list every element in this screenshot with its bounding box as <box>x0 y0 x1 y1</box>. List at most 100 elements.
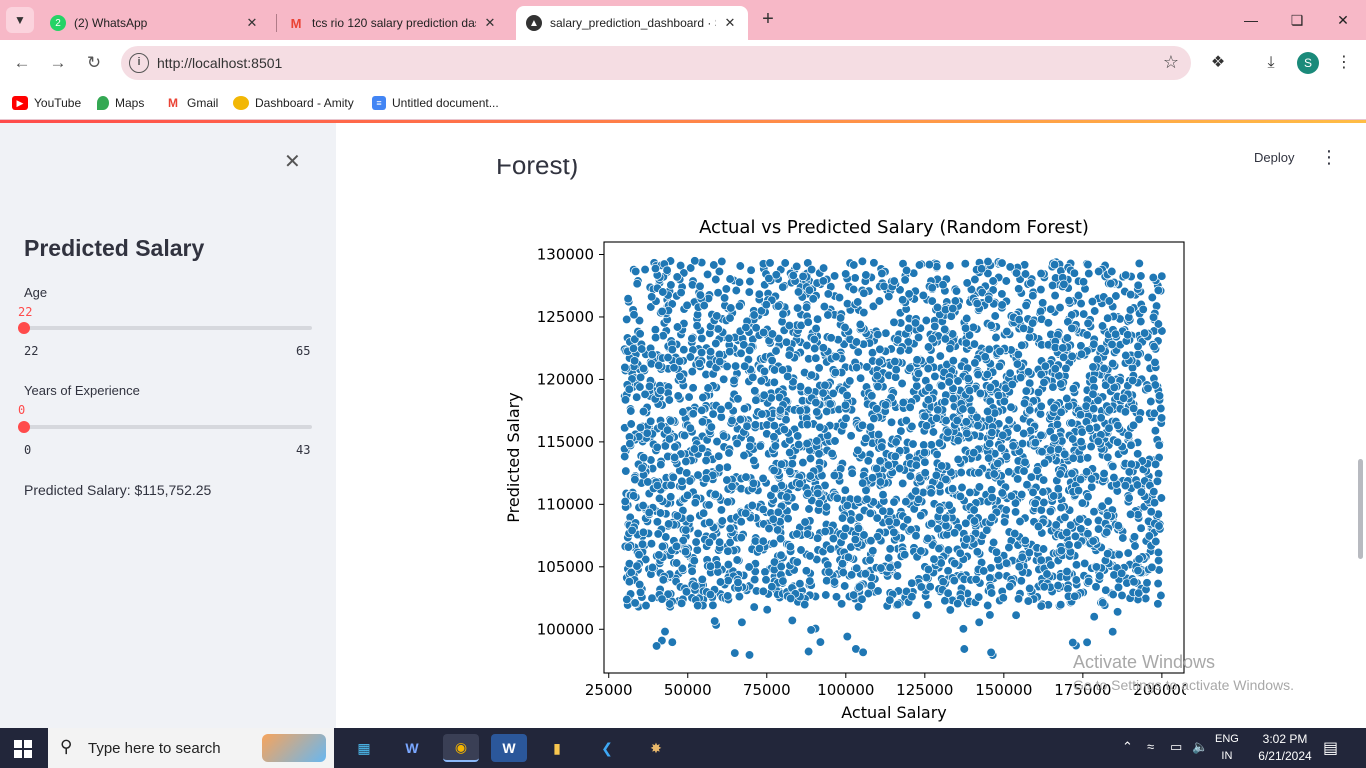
minimize-button[interactable]: — <box>1236 8 1266 32</box>
scatter-point <box>688 409 698 419</box>
tab-streamlit[interactable]: ▲ salary_prediction_dashboard · S ✕ <box>516 6 748 40</box>
scatter-point <box>925 582 935 592</box>
main-menu-icon[interactable]: ⋮ <box>1320 147 1338 167</box>
microsoft-store-icon[interactable]: ▦ <box>357 739 371 756</box>
back-button[interactable]: ← <box>8 49 36 77</box>
scatter-point <box>1113 420 1123 431</box>
paint-icon[interactable]: ✸ <box>650 739 662 756</box>
tab-gmail[interactable]: M tcs rio 120 salary prediction das ✕ <box>278 6 508 40</box>
scrollbar[interactable] <box>1358 459 1363 559</box>
tab-whatsapp[interactable]: 2 (2) WhatsApp ✕ <box>40 6 270 40</box>
clock[interactable]: 3:02 PM 6/21/2024 <box>1250 731 1320 765</box>
bookmark-gmail[interactable]: M Gmail <box>165 93 218 113</box>
scatter-point <box>1036 401 1046 411</box>
scatter-point <box>787 459 797 469</box>
scatter-point <box>716 412 726 422</box>
scatter-point <box>1091 562 1102 572</box>
scatter-point <box>769 557 780 567</box>
scatter-point <box>1148 272 1158 283</box>
bookmark-youtube[interactable]: ▶ YouTube <box>12 93 81 113</box>
age-slider-track[interactable] <box>24 326 312 330</box>
bookmark-untitled-document[interactable]: ≡ Untitled document... <box>372 93 499 113</box>
address-bar[interactable]: i http://localhost:8501 ☆ <box>121 46 1191 80</box>
sidebar-close-icon[interactable]: ✕ <box>284 151 301 173</box>
bookmark-dashboard-amity[interactable]: Dashboard - Amity <box>233 93 354 113</box>
scatter-point <box>1091 582 1101 592</box>
y-axis-label: Predicted Salary <box>504 392 523 522</box>
downloads-button[interactable]: ⤓ <box>1258 50 1284 76</box>
scatter-point <box>896 426 906 436</box>
scatter-point <box>802 419 813 430</box>
battery-icon[interactable]: ▭ <box>1170 739 1183 754</box>
scatter-point <box>811 353 821 363</box>
scatter-point <box>854 582 865 592</box>
bookmark-maps[interactable]: Maps <box>97 93 144 113</box>
chrome-icon[interactable]: ◉ <box>443 734 479 762</box>
vscode-icon[interactable]: ❮ <box>601 739 613 756</box>
close-icon[interactable]: ✕ <box>724 15 736 30</box>
deploy-button[interactable]: Deploy <box>1254 150 1295 165</box>
restore-button[interactable]: ❏ <box>1282 8 1312 32</box>
browser-menu-button[interactable]: ⋮ <box>1331 50 1357 76</box>
profile-avatar[interactable]: S <box>1297 52 1319 74</box>
scatter-point <box>1013 594 1024 604</box>
word-icon[interactable]: W <box>491 734 527 762</box>
notification-icon[interactable]: ▤ <box>1323 740 1339 757</box>
scatter-point <box>859 288 869 298</box>
scatter-point <box>697 405 707 415</box>
scatter-point <box>861 433 871 444</box>
scatter-point <box>658 575 668 585</box>
reload-button[interactable]: ↻ <box>80 49 108 77</box>
scatter-point <box>1028 487 1038 497</box>
wifi-icon[interactable]: ≈ <box>1147 739 1155 754</box>
tab-search-button[interactable]: ▼ <box>6 7 34 33</box>
scatter-point <box>968 322 978 332</box>
scatter-point <box>997 300 1007 310</box>
site-info-icon[interactable]: i <box>129 53 149 73</box>
scatter-point <box>682 300 692 310</box>
scatter-point <box>854 512 865 522</box>
scatter-point <box>951 286 962 296</box>
close-icon[interactable]: ✕ <box>246 15 258 30</box>
scatter-point <box>1107 266 1117 277</box>
window-close-button[interactable]: ✕ <box>1328 8 1358 32</box>
scatter-point <box>1006 491 1017 501</box>
scatter-point <box>1153 285 1164 295</box>
windows-start-button[interactable] <box>14 740 32 758</box>
scatter-point <box>1086 441 1096 452</box>
scatter-point <box>723 575 733 586</box>
bookmark-star-icon[interactable]: ☆ <box>1162 52 1179 72</box>
experience-slider-track[interactable] <box>24 425 312 429</box>
scatter-point <box>1062 527 1072 538</box>
y-tick-label: 120000 <box>537 370 594 388</box>
scatter-point <box>774 333 784 344</box>
scatter-point <box>725 523 735 534</box>
forward-button[interactable]: → <box>44 49 72 77</box>
scatter-point <box>679 430 690 441</box>
scatter-point <box>818 276 828 286</box>
volume-icon[interactable]: 🔈 <box>1192 739 1209 754</box>
scatter-point <box>1051 520 1061 530</box>
extensions-button[interactable]: ❖ <box>1205 50 1231 76</box>
scatter-point <box>993 458 1003 469</box>
close-icon[interactable]: ✕ <box>484 15 496 30</box>
scatter-point <box>1053 444 1064 455</box>
scatter-point <box>1040 361 1051 371</box>
webex-icon[interactable]: W <box>405 740 419 756</box>
age-slider-thumb[interactable] <box>18 322 30 334</box>
experience-slider-thumb[interactable] <box>18 421 30 433</box>
scatter-point <box>905 471 916 481</box>
taskbar-search[interactable]: ⚲ Type here to search <box>48 728 334 768</box>
new-tab-button[interactable]: + <box>756 8 780 32</box>
file-explorer-icon[interactable]: ▮ <box>553 739 561 756</box>
scatter-point <box>941 474 951 485</box>
scatter-point <box>1153 319 1164 329</box>
tray-chevron-up-icon[interactable]: ⌃ <box>1122 739 1133 754</box>
url-text[interactable]: http://localhost:8501 <box>157 55 283 71</box>
scatter-point <box>923 395 934 405</box>
scatter-point <box>686 263 696 273</box>
scatter-point <box>950 558 960 569</box>
input-language[interactable]: ENG IN <box>1215 731 1239 765</box>
scatter-point <box>962 278 972 288</box>
scatter-point <box>972 547 983 557</box>
